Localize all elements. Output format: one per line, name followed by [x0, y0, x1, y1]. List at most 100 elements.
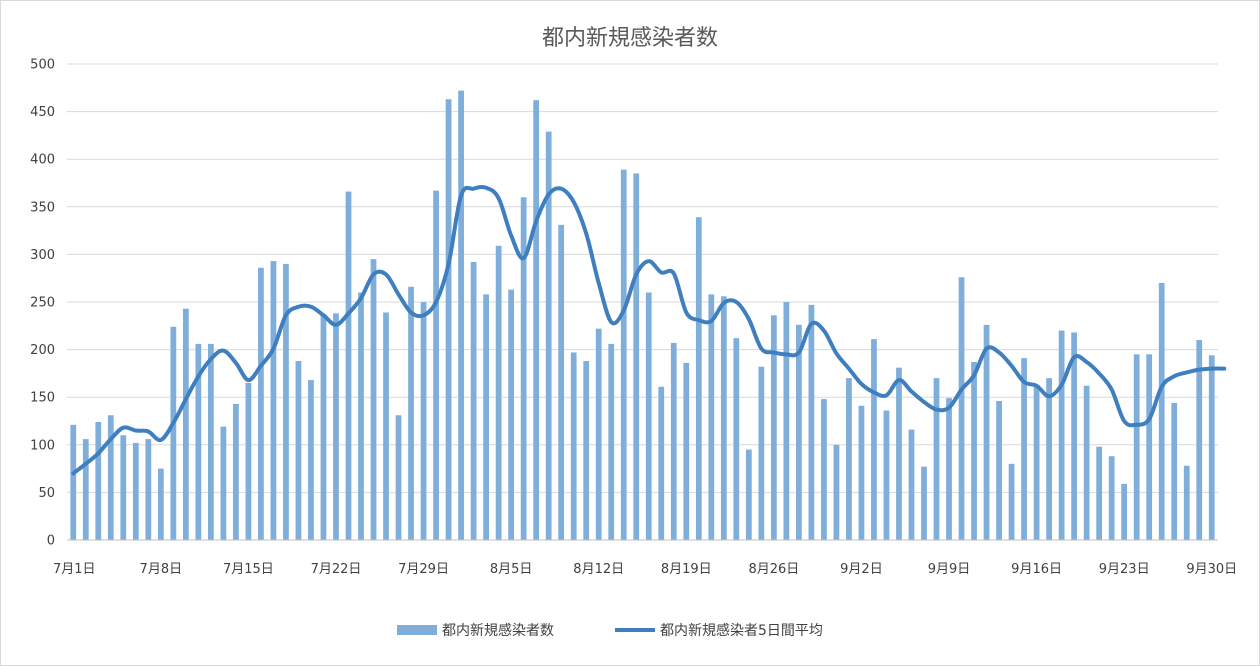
- bar: [95, 421, 102, 540]
- bar: [333, 313, 339, 540]
- line-point: [484, 186, 488, 190]
- x-axis: 7月1日 7月8日 7月15日 7月22日 7月29日 8月5日 8月12日 8月19日 8月2…: [53, 539, 1237, 577]
- line-point: [497, 196, 501, 200]
- bar: [120, 435, 127, 540]
- x-tick-label: 8月12日: [573, 562, 624, 577]
- line-point: [1160, 385, 1164, 389]
- line-series: [71, 185, 1227, 476]
- line-point: [697, 318, 701, 322]
- bar: [733, 338, 740, 540]
- line-point: [271, 347, 275, 351]
- bar: [1108, 456, 1115, 540]
- line-point: [359, 296, 363, 300]
- bar-series: [70, 90, 1215, 541]
- bar: [1158, 282, 1165, 540]
- bar: [220, 426, 227, 540]
- bar: [1196, 340, 1203, 540]
- bar: [645, 292, 652, 540]
- bar: [345, 191, 352, 540]
- line-point: [296, 305, 300, 309]
- legend-label-bar: 都内新規感染者数: [442, 622, 554, 639]
- bar: [370, 259, 377, 540]
- bar: [495, 245, 502, 540]
- gridlines: [67, 63, 1218, 541]
- y-tick-label: 250: [30, 296, 55, 311]
- bar: [620, 169, 627, 540]
- line-point: [972, 373, 976, 377]
- bar: [608, 343, 615, 540]
- bar: [833, 444, 840, 540]
- x-tick-label: 8月26日: [748, 562, 799, 577]
- line-point: [472, 187, 476, 191]
- bar: [132, 442, 139, 540]
- bar: [858, 405, 865, 540]
- line-point: [1172, 374, 1176, 378]
- x-tick-label: 7月8日: [140, 562, 183, 577]
- line-point: [459, 193, 463, 197]
- line-point: [935, 408, 939, 412]
- bar: [695, 217, 702, 540]
- legend: 都内新規感染者数 都内新規感染者5日間平均: [397, 622, 823, 639]
- bar: [1121, 483, 1128, 540]
- line-point: [1072, 355, 1076, 359]
- bar: [1046, 378, 1052, 540]
- bar: [670, 342, 677, 540]
- bar: [846, 378, 852, 540]
- bar: [1021, 358, 1027, 540]
- x-tick-label: 9月2日: [840, 562, 883, 577]
- bar: [1096, 446, 1103, 540]
- line-point: [447, 262, 451, 266]
- y-tick-label: 300: [30, 248, 55, 263]
- line-point: [334, 323, 338, 327]
- line-point: [822, 329, 826, 333]
- bar: [1171, 402, 1178, 540]
- x-tick-label: 9月9日: [928, 562, 971, 577]
- bar: [1183, 465, 1190, 540]
- bar: [595, 328, 602, 540]
- line-point: [259, 364, 263, 368]
- bar: [558, 224, 565, 540]
- bar: [1146, 354, 1153, 540]
- line-point: [985, 347, 989, 351]
- line-point: [1197, 368, 1201, 372]
- bar: [458, 90, 464, 540]
- bar: [182, 308, 189, 540]
- line-point: [759, 347, 763, 351]
- bar: [270, 261, 277, 540]
- line-point: [84, 462, 88, 466]
- line-point: [734, 300, 738, 304]
- bar: [508, 289, 515, 540]
- bar: [1071, 332, 1078, 540]
- line-point: [1147, 417, 1151, 421]
- bar: [157, 468, 164, 540]
- line-point: [372, 272, 376, 276]
- y-tick-label: 150: [30, 391, 55, 406]
- line-point: [709, 319, 713, 323]
- line-point: [597, 281, 601, 285]
- line-point: [96, 451, 100, 455]
- line-point: [1185, 370, 1189, 374]
- bar: [1058, 330, 1065, 540]
- bar: [658, 386, 665, 540]
- line-point: [321, 313, 325, 317]
- bar: [445, 99, 452, 540]
- line-point: [171, 421, 175, 425]
- bar: [583, 361, 590, 540]
- bar: [320, 314, 327, 540]
- bar: [483, 294, 489, 540]
- bar: [295, 361, 302, 540]
- line-point: [872, 390, 876, 394]
- line-point: [922, 400, 926, 404]
- line-point: [659, 270, 663, 274]
- x-tick-label: 8月19日: [661, 562, 712, 577]
- line-point: [634, 272, 638, 276]
- line-point: [384, 272, 388, 276]
- bar: [958, 277, 965, 540]
- bar: [996, 401, 1002, 540]
- bar: [308, 380, 314, 540]
- line-point: [847, 367, 851, 371]
- line-point: [409, 310, 413, 314]
- x-tick-label: 7月1日: [53, 562, 96, 577]
